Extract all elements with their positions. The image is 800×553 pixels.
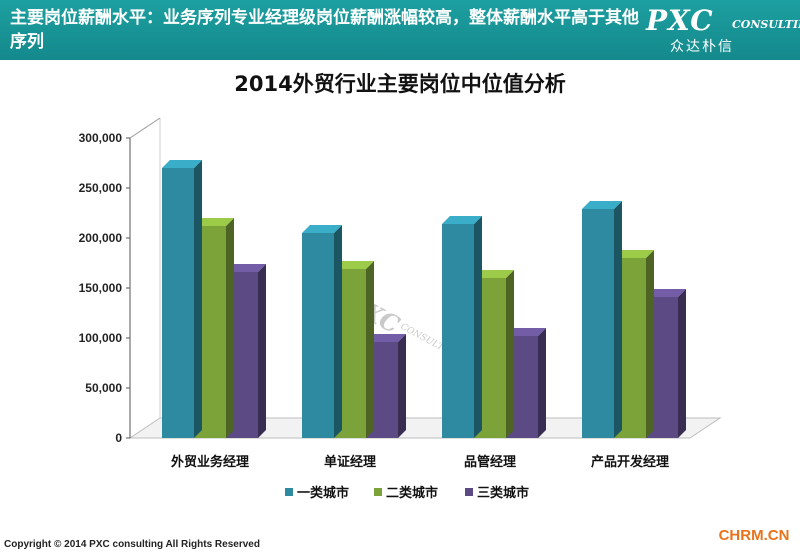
y-tick-label: 0	[115, 431, 122, 445]
bar-top	[442, 216, 482, 224]
legend-label: 三类城市	[477, 485, 529, 501]
y-tick-label: 250,000	[79, 181, 123, 195]
bar	[302, 225, 342, 438]
legend-label: 二类城市	[386, 485, 438, 501]
brand-main: PXC	[646, 4, 714, 37]
brand-sub: CONSULTING	[732, 18, 800, 31]
bar-top	[366, 334, 406, 342]
bar-front	[442, 224, 474, 438]
legend-label: 一类城市	[297, 485, 349, 501]
bar	[162, 160, 202, 438]
bar-top	[194, 218, 234, 226]
bar-side	[226, 218, 234, 438]
header-bar: 主要岗位薪酬水平：业务序列专业经理级岗位薪酬涨幅较高，整体薪酬水平高于其他序列 …	[0, 0, 800, 60]
pxc-logo: PXC CONSULTING 众达朴信	[646, 4, 800, 56]
bar	[442, 216, 482, 438]
brand-cn: 众达朴信	[670, 39, 734, 55]
chart-title: 2014外贸行业主要岗位中位值分析	[234, 72, 566, 96]
y-tick-label: 200,000	[79, 231, 123, 245]
bar-side	[194, 160, 202, 438]
copyright: Copyright © 2014 PXC consulting All Righ…	[4, 539, 260, 550]
bar-side	[366, 261, 374, 438]
legend-swatch	[285, 488, 293, 496]
bar-side	[258, 264, 266, 438]
legend: 一类城市 二类城市 三类城市	[285, 485, 529, 501]
x-category-label: 产品开发经理	[591, 454, 669, 470]
bar-top	[474, 270, 514, 278]
bar-top	[614, 250, 654, 258]
legend-swatch	[465, 488, 473, 496]
y-tick-label: 150,000	[79, 281, 123, 295]
bar-side	[506, 270, 514, 438]
bar-top	[646, 289, 686, 297]
y-tick-label: 50,000	[85, 381, 122, 395]
bar-side	[398, 334, 406, 438]
bar-top	[162, 160, 202, 168]
bars	[162, 160, 686, 438]
site-watermark: CHRM.CN	[712, 524, 796, 548]
y-tick-label: 300,000	[79, 131, 123, 145]
legend-swatch	[374, 488, 382, 496]
x-axis-labels: 外贸业务经理 单证经理 品管经理 产品开发经理	[170, 454, 669, 470]
bar-top	[334, 261, 374, 269]
bar-top	[302, 225, 342, 233]
bar-side	[334, 225, 342, 438]
bar-front	[302, 233, 334, 438]
bar-front	[162, 168, 194, 438]
y-axis-top-edge	[129, 117, 161, 139]
y-axis: 0 50,000 100,000 150,000 200,000 250,000 300,0…	[79, 117, 161, 445]
bar-side	[538, 328, 546, 438]
bar-side	[646, 250, 654, 438]
bar	[582, 201, 622, 438]
bar-front	[582, 209, 614, 438]
bar-top	[226, 264, 266, 272]
x-category-label: 单证经理	[324, 454, 376, 470]
bar-side	[678, 289, 686, 438]
bar-top	[506, 328, 546, 336]
bar-top	[582, 201, 622, 209]
x-category-label: 外贸业务经理	[170, 454, 249, 470]
y-tick-label: 100,000	[79, 331, 123, 345]
bar-side	[474, 216, 482, 438]
header-title: 主要岗位薪酬水平：业务序列专业经理级岗位薪酬涨幅较高，整体薪酬水平高于其他序列	[10, 8, 639, 52]
bar-side	[614, 201, 622, 438]
x-category-label: 品管经理	[464, 454, 516, 470]
